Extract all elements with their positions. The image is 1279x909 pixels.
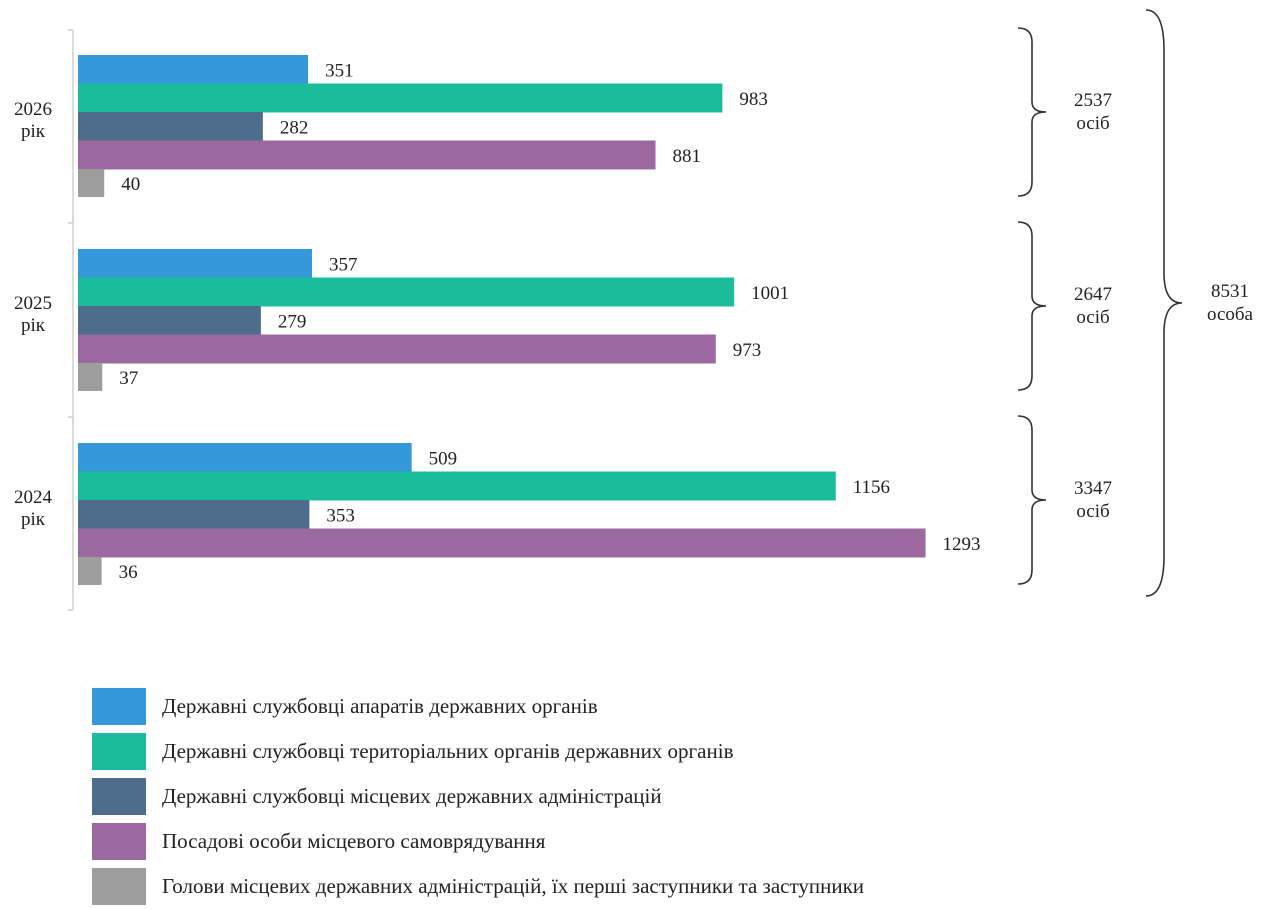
- grand-total-value: 8531: [1211, 281, 1249, 302]
- data-label: 1156: [853, 477, 890, 498]
- chart-legend: Державні службовці апаратів державних ор…: [92, 684, 864, 909]
- category-label: 2025: [14, 293, 52, 314]
- category-label: рік: [21, 509, 46, 530]
- data-label: 357: [329, 255, 358, 276]
- bar: [78, 500, 310, 529]
- category-label: рік: [21, 121, 46, 142]
- legend-label: Голови місцевих державних адміністрацій,…: [162, 874, 865, 898]
- group-total-value: 2537: [1074, 90, 1112, 111]
- legend-label: Посадові особи місцевого самоврядування: [162, 829, 546, 853]
- data-label: 282: [280, 118, 309, 139]
- data-label: 1001: [751, 283, 789, 304]
- data-label: 351: [325, 61, 354, 82]
- group-total-value: 2647: [1074, 284, 1112, 305]
- legend-swatch: [92, 733, 146, 770]
- category-label: 2024: [14, 487, 53, 508]
- data-label: 973: [733, 340, 762, 361]
- legend-item: Державні службовці територіальних органі…: [92, 729, 864, 774]
- bar: [78, 471, 836, 501]
- bar: [78, 528, 926, 558]
- data-label: 40: [121, 174, 140, 195]
- grand-total-unit: особа: [1207, 304, 1254, 325]
- bar: [78, 249, 313, 278]
- legend-item: Голови місцевих державних адміністрацій,…: [92, 864, 864, 909]
- legend-label: Державні службовці місцевих державних ад…: [162, 784, 662, 808]
- data-label: 353: [326, 506, 355, 527]
- data-label: 509: [429, 449, 458, 470]
- bar: [78, 55, 309, 84]
- legend-swatch: [92, 688, 146, 725]
- bar: [78, 557, 102, 585]
- bar: [78, 112, 263, 141]
- legend-label: Державні службовці апаратів державних ор…: [162, 694, 598, 718]
- data-label: 881: [672, 146, 701, 167]
- bar-chart: 2026рік351983282881402537осіб2025рік3571…: [14, 9, 1254, 611]
- group-total-unit: осіб: [1076, 307, 1109, 328]
- bar: [78, 83, 723, 113]
- legend-item: Посадові особи місцевого самоврядування: [92, 819, 864, 864]
- data-label: 36: [119, 562, 138, 583]
- bar: [78, 334, 716, 364]
- bar: [78, 140, 656, 170]
- total-brace: [1145, 9, 1183, 597]
- legend-swatch: [92, 868, 146, 905]
- data-label: 983: [739, 89, 768, 110]
- group-total-unit: осіб: [1076, 501, 1109, 522]
- category-label: 2026: [14, 99, 52, 120]
- bar: [78, 169, 105, 197]
- legend-swatch: [92, 778, 146, 815]
- data-label: 37: [119, 368, 138, 389]
- category-label: рік: [21, 315, 46, 336]
- group-brace: [1017, 415, 1047, 585]
- data-label: 1293: [943, 534, 981, 555]
- legend-item: Державні службовці місцевих державних ад…: [92, 774, 864, 819]
- bar: [78, 277, 735, 307]
- legend-item: Державні службовці апаратів державних ор…: [92, 684, 864, 729]
- group-brace: [1017, 27, 1047, 197]
- bar: [78, 306, 261, 335]
- bar: [78, 443, 412, 472]
- group-total-unit: осіб: [1076, 113, 1109, 134]
- group-brace: [1017, 221, 1047, 391]
- legend-swatch: [92, 823, 146, 860]
- data-label: 279: [278, 312, 307, 333]
- group-total-value: 3347: [1074, 478, 1112, 499]
- legend-label: Державні службовці територіальних органі…: [162, 739, 734, 763]
- bar: [78, 363, 103, 391]
